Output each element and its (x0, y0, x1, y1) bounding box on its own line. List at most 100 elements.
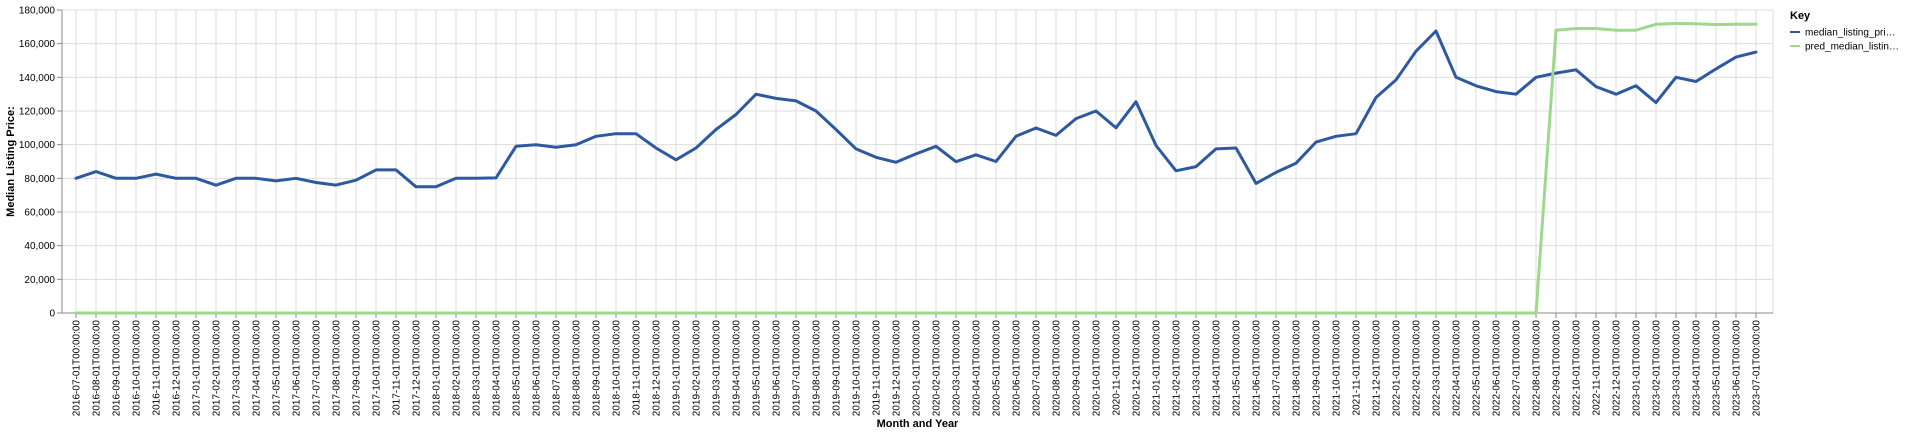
x-tick-label: 2017-11-01T00:00:00 (392, 320, 403, 416)
x-tick-label: 2016-07-01T00:00:00 (72, 320, 83, 417)
x-tick-label: 2021-03-01T00:00:00 (1192, 320, 1203, 417)
x-tick-label: 2022-08-01T00:00:00 (1532, 320, 1543, 417)
x-tick-label: 2023-06-01T00:00:00 (1732, 320, 1743, 417)
x-tick-label: 2020-12-01T00:00:00 (1132, 320, 1143, 417)
x-tick-label: 2023-07-01T00:00:00 (1752, 320, 1763, 417)
y-tick-label: 60,000 (24, 208, 55, 219)
x-tick-label: 2018-01-01T00:00:00 (432, 320, 443, 417)
x-tick-label: 2020-03-01T00:00:00 (952, 320, 963, 417)
x-tick-label: 2018-08-01T00:00:00 (572, 320, 583, 417)
x-tick-label: 2021-07-01T00:00:00 (1272, 320, 1283, 417)
x-tick-label: 2021-01-01T00:00:00 (1152, 320, 1163, 417)
x-tick-label: 2017-05-01T00:00:00 (272, 320, 283, 417)
x-tick-label: 2021-06-01T00:00:00 (1252, 320, 1263, 417)
x-tick-label: 2016-12-01T00:00:00 (172, 320, 183, 417)
x-tick-label: 2022-12-01T00:00:00 (1612, 320, 1623, 417)
x-tick-label: 2019-05-01T00:00:00 (752, 320, 763, 417)
x-tick-label: 2020-06-01T00:00:00 (1012, 320, 1023, 417)
y-tick-label: 160,000 (19, 39, 56, 50)
x-tick-label: 2021-10-01T00:00:00 (1332, 320, 1343, 417)
x-tick-label: 2021-11-01T00:00:00 (1352, 320, 1363, 416)
x-tick-label: 2017-02-01T00:00:00 (212, 320, 223, 417)
x-tick-label: 2016-10-01T00:00:00 (132, 320, 143, 417)
x-tick-label: 2019-11-01T00:00:00 (872, 320, 883, 416)
x-tick-label: 2017-06-01T00:00:00 (292, 320, 303, 417)
y-tick-label: 100,000 (19, 140, 56, 151)
legend-title: Key (1790, 10, 1811, 22)
x-tick-label: 2020-11-01T00:00:00 (1112, 320, 1123, 416)
x-tick-label: 2017-10-01T00:00:00 (372, 320, 383, 417)
x-tick-label: 2023-01-01T00:00:00 (1632, 320, 1643, 417)
x-tick-label: 2022-05-01T00:00:00 (1472, 320, 1483, 417)
x-tick-label: 2022-03-01T00:00:00 (1432, 320, 1443, 417)
x-tick-label: 2016-08-01T00:00:00 (92, 320, 103, 417)
x-tick-label: 2021-08-01T00:00:00 (1292, 320, 1303, 417)
x-tick-label: 2020-05-01T00:00:00 (992, 320, 1003, 417)
x-tick-label: 2019-08-01T00:00:00 (812, 320, 823, 417)
x-tick-label: 2022-04-01T00:00:00 (1452, 320, 1463, 417)
x-tick-label: 2023-04-01T00:00:00 (1692, 320, 1703, 417)
x-tick-label: 2019-01-01T00:00:00 (672, 320, 683, 417)
x-tick-label: 2018-04-01T00:00:00 (492, 320, 503, 417)
y-tick-label: 20,000 (24, 275, 55, 286)
x-tick-label: 2020-04-01T00:00:00 (972, 320, 983, 417)
x-tick-label: 2018-05-01T00:00:00 (512, 320, 523, 417)
x-tick-label: 2018-11-01T00:00:00 (632, 320, 643, 416)
x-tick-label: 2017-03-01T00:00:00 (232, 320, 243, 417)
x-tick-label: 2019-10-01T00:00:00 (852, 320, 863, 417)
x-tick-label: 2019-09-01T00:00:00 (832, 320, 843, 417)
x-tick-label: 2017-01-01T00:00:00 (192, 320, 203, 417)
x-tick-label: 2020-07-01T00:00:00 (1032, 320, 1043, 417)
x-tick-label: 2022-09-01T00:00:00 (1552, 320, 1563, 417)
x-tick-label: 2018-06-01T00:00:00 (532, 320, 543, 417)
x-tick-label: 2020-09-01T00:00:00 (1072, 320, 1083, 417)
y-tick-label: 120,000 (19, 107, 56, 118)
x-tick-label: 2018-10-01T00:00:00 (612, 320, 623, 417)
x-tick-label: 2017-12-01T00:00:00 (412, 320, 423, 417)
x-tick-label: 2018-09-01T00:00:00 (592, 320, 603, 417)
y-axis-ticks: 0 20,000 40,000 60,000 80,000 100,000 120,000 1… (19, 6, 62, 320)
x-tick-label: 2023-05-01T00:00:00 (1712, 320, 1723, 417)
series-lines (74, 22, 1758, 315)
x-tick-label: 2018-02-01T00:00:00 (452, 320, 463, 417)
x-tick-label: 2022-10-01T00:00:00 (1572, 320, 1583, 417)
x-tick-label: 2017-09-01T00:00:00 (352, 320, 363, 417)
x-tick-label: 2019-07-01T00:00:00 (792, 320, 803, 417)
y-tick-label: 140,000 (19, 73, 56, 84)
series-line-1 (74, 29, 1758, 189)
x-tick-label: 2021-04-01T00:00:00 (1212, 320, 1223, 417)
x-tick-label: 2018-07-01T00:00:00 (552, 320, 563, 417)
x-tick-label: 2020-10-01T00:00:00 (1092, 320, 1103, 417)
x-tick-label: 2022-07-01T00:00:00 (1512, 320, 1523, 417)
x-tick-label: 2019-12-01T00:00:00 (892, 320, 903, 417)
x-tick-label: 2022-11-01T00:00:00 (1592, 320, 1603, 416)
x-tick-label: 2021-12-01T00:00:00 (1372, 320, 1383, 417)
y-tick-label: 40,000 (24, 241, 55, 252)
x-tick-label: 2022-02-01T00:00:00 (1412, 320, 1423, 417)
x-tick-label: 2017-08-01T00:00:00 (332, 320, 343, 417)
x-axis-ticks: 2016-07-01T00:00:00 2016-08-01T00:00:00 20… (72, 313, 1763, 416)
y-axis-title: Median Listing Price: (5, 106, 17, 217)
gridlines (62, 9, 1774, 314)
y-tick-label: 80,000 (24, 174, 55, 185)
x-tick-label: 2021-05-01T00:00:00 (1232, 320, 1243, 417)
x-tick-label: 2023-02-01T00:00:00 (1652, 320, 1663, 417)
y-tick-label: 180,000 (19, 6, 56, 17)
x-tick-label: 2022-06-01T00:00:00 (1492, 320, 1503, 417)
x-tick-label: 2023-03-01T00:00:00 (1672, 320, 1683, 417)
x-tick-label: 2019-06-01T00:00:00 (772, 320, 783, 417)
x-tick-label: 2019-04-01T00:00:00 (732, 320, 743, 417)
x-tick-label: 2018-03-01T00:00:00 (472, 320, 483, 417)
x-tick-label: 2020-01-01T00:00:00 (912, 320, 923, 417)
x-tick-label: 2018-12-01T00:00:00 (652, 320, 663, 417)
y-tick-label: 0 (49, 309, 55, 320)
legend: Key median_listing_pri… pred_median_listi… (1790, 10, 1899, 53)
x-axis-title: Month and Year (877, 418, 959, 430)
x-tick-label: 2019-03-01T00:00:00 (712, 320, 723, 417)
x-tick-label: 2020-02-01T00:00:00 (932, 320, 943, 417)
legend-label: median_listing_pri… (1805, 28, 1896, 39)
legend-label: pred_median_listin… (1805, 42, 1899, 53)
series-line-2 (74, 22, 1758, 315)
x-tick-label: 2021-09-01T00:00:00 (1312, 320, 1323, 417)
